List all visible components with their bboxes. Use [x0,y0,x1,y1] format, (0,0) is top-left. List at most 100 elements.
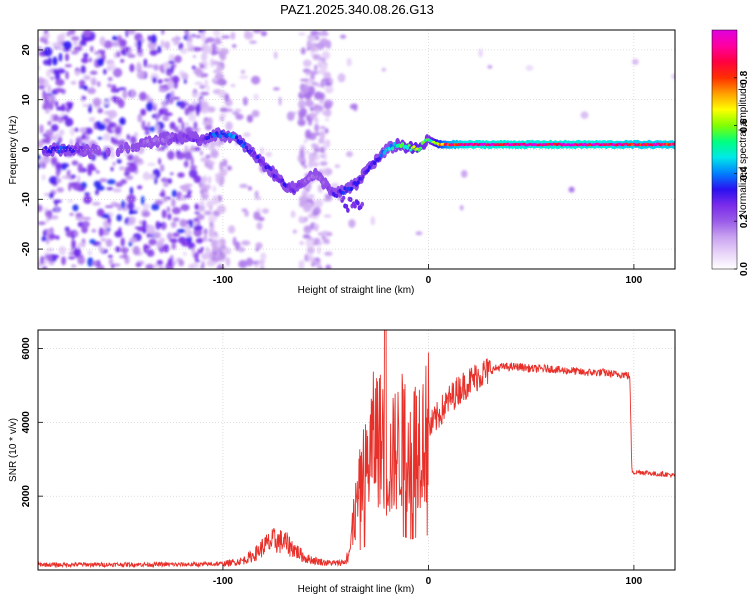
ridge-halo [346,207,350,213]
spectrogram-x-tick-label: -100 [213,275,233,286]
noise-blob [303,139,307,144]
noise-blob [43,46,53,57]
noise-blob [81,96,87,100]
noise-blob [163,244,170,253]
noise-blob [241,240,251,246]
noise-blob [322,30,327,33]
noise-blob [305,149,310,155]
noise-blob [256,259,266,265]
noise-blob [260,146,264,156]
noise-blob [65,53,70,62]
noise-blob [188,168,198,179]
noise-blob [134,132,138,138]
noise-blob [568,186,575,193]
noise-blob [160,39,165,48]
ridge-core [313,172,318,177]
noise-blob [164,41,170,50]
noise-blob [307,36,317,42]
noise-blob [77,163,84,173]
noise-blob [129,237,137,244]
noise-blob [95,185,105,191]
noise-blob [346,57,352,67]
noise-blob [180,204,190,212]
noise-blob [137,113,143,123]
ridge-core [405,145,410,150]
noise-blob [65,70,69,80]
noise-blob [140,108,147,116]
noise-blob [160,177,169,183]
noise-blob [46,69,51,78]
noise-blob [249,40,258,44]
noise-blob [145,263,154,269]
noise-blob [174,55,182,63]
noise-blob [148,238,157,246]
colorbar: 0.0 0.2 0.4 0.6 0.8 Normalized spectral ampl… [711,29,750,276]
noise-blob [298,102,305,105]
noise-blob [308,213,312,219]
noise-blob [212,243,219,252]
noise-blob [95,121,102,126]
ridge-core [356,180,360,185]
noise-blob [334,164,341,169]
noise-blob [193,46,200,52]
noise-blob [128,216,136,226]
noise-blob [319,125,326,130]
noise-blob [227,225,236,234]
noise-blob [201,260,205,269]
noise-blob [221,248,232,255]
ridge-core [249,148,253,153]
noise-blob [286,111,295,121]
noise-blob [181,72,189,80]
noise-blob [126,133,130,140]
noise-blob [312,210,319,217]
ridge-core [366,168,370,173]
noise-blob [632,58,639,65]
noise-blob [117,98,125,109]
noise-blob [238,259,248,269]
noise-blob [123,153,129,157]
noise-blob [322,237,330,244]
ridge-core [307,176,311,181]
noise-blob [304,253,308,262]
noise-blob [89,87,95,94]
noise-blob [155,123,160,133]
snr-panel: -100 0 100 2000 4000 6000 Height of straight… [8,329,676,595]
noise-blob [83,85,88,91]
spectrogram-y-tick-label: 10 [21,94,32,106]
noise-blob [234,108,242,113]
noise-blob [191,65,196,70]
noise-blob [97,107,104,114]
noise-blob [305,71,310,76]
noise-blob [191,92,199,98]
noise-blob [78,127,87,133]
ridge-core [192,138,196,143]
noise-blob [68,184,73,189]
noise-blob [55,162,62,171]
noise-blob [142,171,151,181]
noise-blob [128,163,138,173]
ridge-core [193,135,198,140]
noise-blob [46,95,56,100]
noise-blob [300,107,308,116]
noise-blob [42,229,47,237]
noise-blob [167,80,174,90]
noise-blob [138,220,143,225]
noise-blob [54,205,60,213]
noise-blob [136,39,142,48]
noise-blob [248,186,252,191]
noise-blob [197,205,206,212]
noise-blob [147,224,156,235]
noise-blob [163,78,171,82]
noise-blob [200,157,209,162]
noise-blob [194,81,203,86]
noise-blob [83,52,89,59]
noise-blob [170,89,175,99]
noise-blob [130,88,135,99]
colorbar-label: Normalized spectral amplitude [738,82,749,217]
noise-blob [146,162,156,166]
noise-blob [158,87,168,93]
noise-blob [82,39,88,44]
noise-blob [324,84,334,94]
noise-blob [204,191,209,195]
noise-blob [41,236,47,242]
